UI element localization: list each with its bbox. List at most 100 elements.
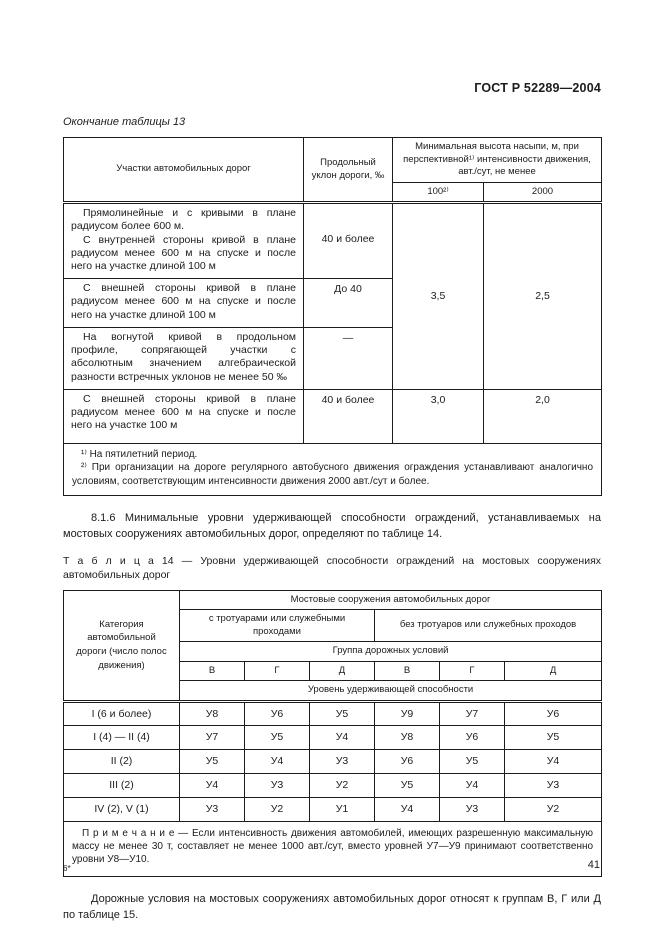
t14-row1-value-5: У7 xyxy=(439,700,505,726)
table-row: III (2) У4 У3 У2 У5 У4 У3 xyxy=(63,772,603,798)
t14-row5-value-1: У3 xyxy=(179,796,245,822)
t14-row5-category: IV (2), V (1) xyxy=(63,796,180,822)
t14-row1-value-1: У8 xyxy=(179,700,245,726)
t14-row3-value-4: У6 xyxy=(374,748,440,774)
t13-row4-slope: 40 и более xyxy=(303,388,393,444)
t14-row1-value-3: У5 xyxy=(309,700,375,726)
t14-header-level: Уровень удерживающей способности xyxy=(178,680,603,703)
t13-header-100: 100²⁾ xyxy=(392,181,484,205)
t13-row1-value-100: 3,5 xyxy=(392,202,484,390)
t14-condition-col-3: Д xyxy=(309,660,375,682)
t13-row2-sections: С внешней стороны кривой в плане радиусо… xyxy=(63,278,304,328)
t13-row1-value-2000: 2,5 xyxy=(483,202,602,390)
t14-row4-value-4: У5 xyxy=(374,772,440,798)
table-row: IV (2), V (1) У3 У2 У1 У4 У3 У2 xyxy=(63,796,603,822)
t13-footnotes-cell: ¹⁾ На пятилетний период. ²⁾ При организа… xyxy=(63,442,602,496)
t14-row1-value-2: У6 xyxy=(244,700,310,726)
table-13-footnotes-row: ¹⁾ На пятилетний период. ²⁾ При организа… xyxy=(63,442,602,496)
t13-header-sections: Участки автомобильных дорог xyxy=(63,136,304,205)
table-row: Прямолинейные и с кривыми в плане радиус… xyxy=(63,202,602,390)
t13-row1-slope: 40 и более xyxy=(303,202,393,280)
section-8-1-6-paragraph: 8.1.6 Минимальные уровни удерживающей сп… xyxy=(63,511,601,540)
t14-row4-category: III (2) xyxy=(63,772,180,798)
t14-row4-value-1: У4 xyxy=(179,772,245,798)
t14-note-cell: П р и м е ч а н и е — Если интенсивность… xyxy=(62,820,603,877)
table-14: Категория автомобильной дороги (число по… xyxy=(62,589,603,877)
t13-row3-paragraph-1: На вогнутой кривой в продольном профиле,… xyxy=(71,330,296,383)
table-13-subheader-row: 100²⁾ 2000 xyxy=(64,181,602,205)
t14-row4-value-2: У3 xyxy=(244,772,310,798)
page-number: 41 xyxy=(587,859,600,871)
page-content: ГОСТ Р 52289—2004 Окончание таблицы 13 У… xyxy=(62,0,603,924)
footer-signature-mark: 6* xyxy=(63,864,71,873)
table-14-note-row: П р и м е ч а н и е — Если интенсивность… xyxy=(62,820,603,877)
t13-row4-paragraph-1: С внешней стороны кривой в плане радиусо… xyxy=(71,392,296,432)
t14-row5-value-2: У2 xyxy=(244,796,310,822)
table-row: С внешней стороны кривой в плане радиусо… xyxy=(63,388,602,444)
t14-row1-category: I (6 и более) xyxy=(63,700,180,726)
t13-row1-paragraph-2: С внутренней стороны кривой в плане ради… xyxy=(71,233,296,272)
closing-paragraph: Дорожные условия на мостовых сооружениях… xyxy=(63,892,601,921)
t14-row1-value-6: У6 xyxy=(503,700,603,726)
t13-row2-paragraph-1: С внешней стороны кривой в плане радиусо… xyxy=(71,282,296,321)
table-row: II (2) У5 У4 У3 У6 У5 У4 xyxy=(63,748,603,774)
t14-condition-col-5: Г xyxy=(439,660,505,682)
document-number: ГОСТ Р 52289—2004 xyxy=(474,81,601,95)
t14-row5-value-5: У3 xyxy=(439,796,505,822)
t14-condition-col-4: В xyxy=(374,660,440,682)
t13-row4-value-100: 3,0 xyxy=(392,388,484,444)
table-row: I (4) — II (4) У7 У5 У4 У8 У6 У5 xyxy=(63,724,603,750)
t14-row3-value-6: У4 xyxy=(503,748,603,774)
t13-row1-paragraph-1: Прямолинейные и с кривыми в плане радиус… xyxy=(71,207,296,233)
t14-row2-value-6: У5 xyxy=(503,724,603,750)
t14-row2-value-3: У4 xyxy=(309,724,375,750)
t13-row3-slope: — xyxy=(303,326,393,390)
t14-row3-value-2: У4 xyxy=(244,748,310,774)
table-14-header-row-1: Категория автомобильной дороги (число по… xyxy=(63,589,603,703)
t14-row2-value-4: У8 xyxy=(374,724,440,750)
t13-row4-sections: С внешней стороны кривой в плане радиусо… xyxy=(63,388,304,444)
t14-row2-value-5: У6 xyxy=(439,724,505,750)
table-13-header-row: Участки автомобильных дорог Продольный у… xyxy=(63,136,602,205)
table-row: С внешней стороны кривой в плане радиусо… xyxy=(63,278,602,328)
t14-row2-category: I (4) — II (4) xyxy=(63,724,180,750)
t14-row2-value-1: У7 xyxy=(179,724,245,750)
t13-header-2000: 2000 xyxy=(483,181,602,205)
t13-row4-value-2000: 2,0 xyxy=(483,388,602,444)
t14-row1-value-4: У9 xyxy=(374,700,440,726)
t14-row4-value-3: У2 xyxy=(309,772,375,798)
table-14-header-row-5: Уровень удерживающей способности xyxy=(64,680,603,703)
t14-row3-value-5: У5 xyxy=(439,748,505,774)
table-row: I (6 и более) У8 У6 У5 У9 У7 У6 xyxy=(63,700,603,726)
t14-row3-category: II (2) xyxy=(63,748,180,774)
t14-row5-value-3: У1 xyxy=(309,796,375,822)
t14-header-conditions: Группа дорожных условий xyxy=(178,641,603,662)
table-14-header-row-2: с тротуарами или служебными проходами бе… xyxy=(64,609,603,643)
table13-continuation-label: Окончание таблицы 13 xyxy=(63,116,186,128)
t14-row2-value-2: У5 xyxy=(244,724,310,750)
t13-row2-slope: До 40 xyxy=(303,278,393,328)
t14-row4-value-5: У4 xyxy=(439,772,505,798)
table-14-caption: Т а б л и ц а 14 — Уровни удерживающей с… xyxy=(63,554,601,581)
table-13: Участки автомобильных дорог Продольный у… xyxy=(63,136,602,496)
t14-header-with-sidewalks: с тротуарами или служебными проходами xyxy=(179,609,375,643)
t14-condition-col-2: Г xyxy=(244,660,310,682)
t14-header-bridges: Мостовые сооружения автомобильных дорог xyxy=(178,589,603,611)
t13-footnote-1: ¹⁾ На пятилетний период. xyxy=(81,448,198,460)
t13-header-min-height: Минимальная высота насыпи, м, при перспе… xyxy=(392,137,602,183)
t14-row3-value-1: У5 xyxy=(179,748,245,774)
t13-header-slope: Продольный уклон дороги, ‰ xyxy=(303,136,393,205)
t14-row4-value-6: У3 xyxy=(503,772,603,798)
t14-row3-value-3: У3 xyxy=(309,748,375,774)
t13-row1-sections: Прямолинейные и с кривыми в плане радиус… xyxy=(63,202,304,280)
t13-footnote-2: ²⁾ При организации на дороге регулярного… xyxy=(72,462,593,487)
t14-header-without-sidewalks: без тротуаров или служебных проходов xyxy=(373,609,603,643)
t14-header-category: Категория автомобильной дороги (число по… xyxy=(63,589,180,703)
t14-row5-value-6: У2 xyxy=(503,796,603,822)
t14-condition-col-6: Д xyxy=(503,660,603,682)
t14-note-text: П р и м е ч а н и е — Если интенсивность… xyxy=(72,827,594,866)
t14-condition-col-1: В xyxy=(179,660,245,682)
t13-row3-sections: На вогнутой кривой в продольном профиле,… xyxy=(63,326,304,390)
t14-row5-value-4: У4 xyxy=(374,796,440,822)
